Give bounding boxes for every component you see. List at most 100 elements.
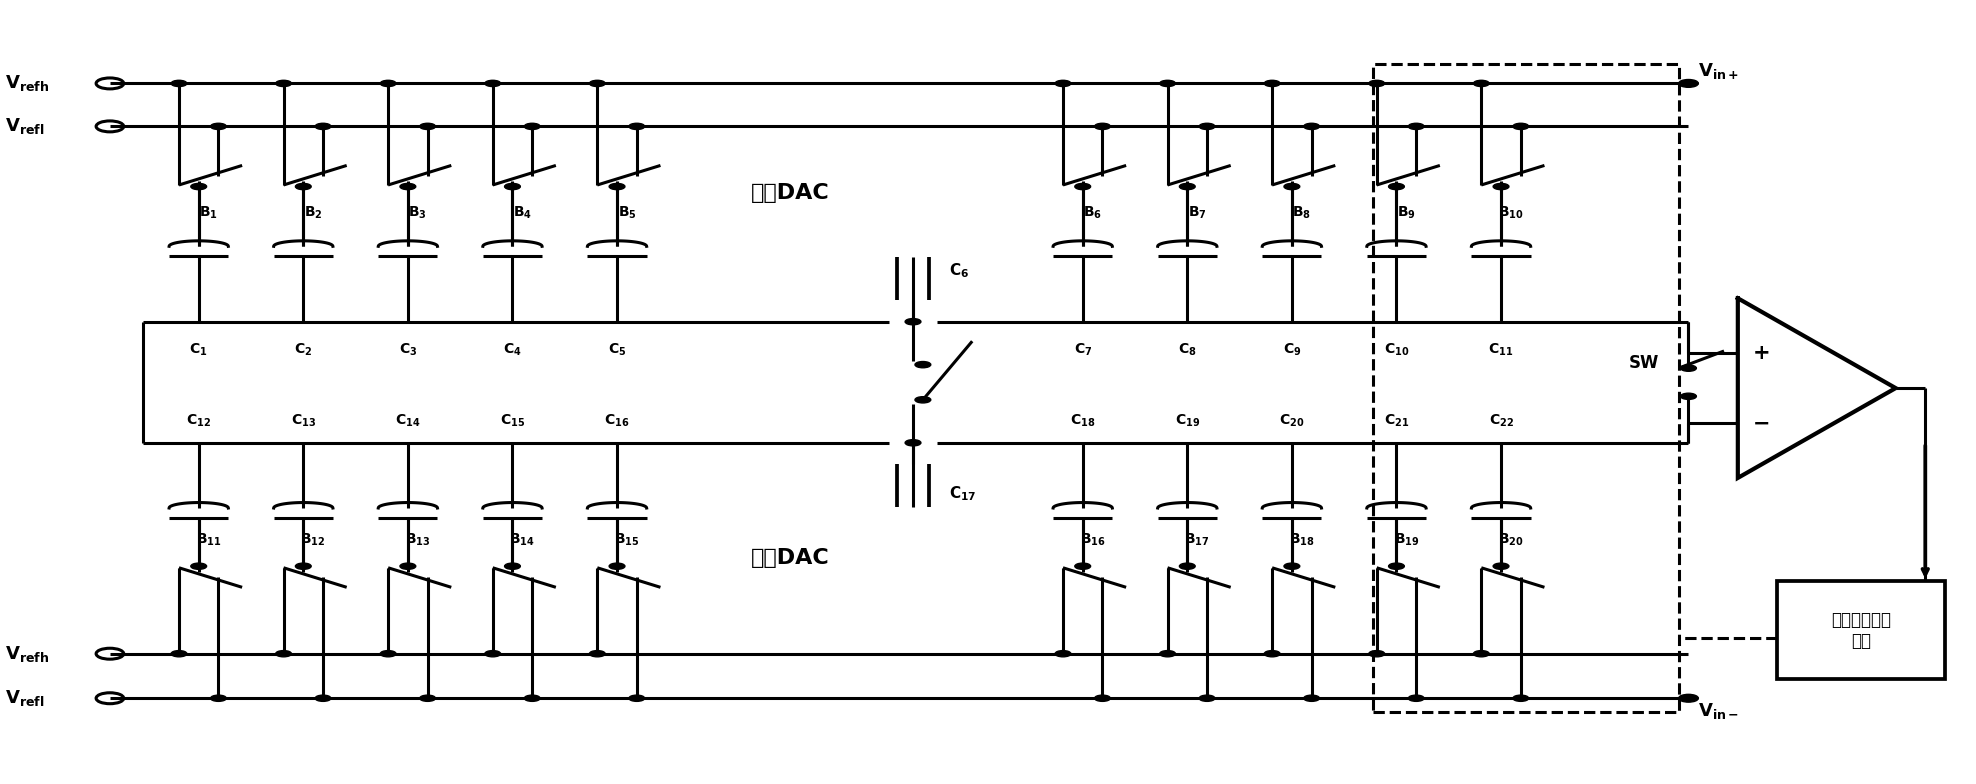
Circle shape xyxy=(589,80,605,86)
Text: $\mathbf{C_{15}}$: $\mathbf{C_{15}}$ xyxy=(500,412,526,429)
Circle shape xyxy=(609,563,624,569)
Text: $\mathbf{B_{20}}$: $\mathbf{B_{20}}$ xyxy=(1498,532,1523,548)
Text: SW: SW xyxy=(1628,354,1660,372)
Circle shape xyxy=(1409,695,1425,702)
Text: $\mathbf{B_{15}}$: $\mathbf{B_{15}}$ xyxy=(615,532,640,548)
Text: $\mathbf{C_3}$: $\mathbf{C_3}$ xyxy=(399,341,417,358)
Text: $\mathbf{C_{22}}$: $\mathbf{C_{22}}$ xyxy=(1488,412,1514,429)
Circle shape xyxy=(1409,123,1425,129)
Text: $\mathbf{B_{18}}$: $\mathbf{B_{18}}$ xyxy=(1288,532,1314,548)
Text: $\mathbf{C_2}$: $\mathbf{C_2}$ xyxy=(294,341,312,358)
Circle shape xyxy=(1514,695,1529,702)
Circle shape xyxy=(379,651,395,657)
Circle shape xyxy=(1055,80,1071,86)
Circle shape xyxy=(1389,183,1405,190)
Text: $\mathbf{C_6}$: $\mathbf{C_6}$ xyxy=(948,262,968,280)
Circle shape xyxy=(915,361,931,368)
Circle shape xyxy=(1095,123,1111,129)
Circle shape xyxy=(484,651,500,657)
Text: $\mathbf{V_{in-}}$: $\mathbf{V_{in-}}$ xyxy=(1697,701,1739,720)
Bar xyxy=(1776,582,1944,679)
Circle shape xyxy=(609,183,624,190)
Circle shape xyxy=(905,318,921,325)
Circle shape xyxy=(1160,80,1176,86)
Text: $\mathbf{B_{12}}$: $\mathbf{B_{12}}$ xyxy=(300,532,326,548)
Circle shape xyxy=(1494,563,1510,569)
Circle shape xyxy=(1682,393,1695,399)
Circle shape xyxy=(1369,651,1385,657)
Circle shape xyxy=(1055,651,1071,657)
Text: $\mathbf{B_2}$: $\mathbf{B_2}$ xyxy=(304,205,322,221)
Text: $\mathbf{B_{19}}$: $\mathbf{B_{19}}$ xyxy=(1393,532,1419,548)
Circle shape xyxy=(192,563,207,569)
Circle shape xyxy=(1284,183,1300,190)
Text: $\mathbf{C_{10}}$: $\mathbf{C_{10}}$ xyxy=(1383,341,1409,358)
Text: $\mathbf{B_5}$: $\mathbf{B_5}$ xyxy=(618,205,636,221)
Text: 负端DAC: 负端DAC xyxy=(751,548,830,568)
Circle shape xyxy=(1095,695,1111,702)
Text: $\mathbf{B_{14}}$: $\mathbf{B_{14}}$ xyxy=(510,532,535,548)
Circle shape xyxy=(1265,651,1280,657)
Text: $\mathbf{B_7}$: $\mathbf{B_7}$ xyxy=(1188,205,1207,221)
Text: $\mathbf{C_5}$: $\mathbf{C_5}$ xyxy=(609,341,626,358)
Circle shape xyxy=(484,80,500,86)
Circle shape xyxy=(628,695,644,702)
Circle shape xyxy=(1682,365,1695,372)
Text: $\mathbf{V_{refl}}$: $\mathbf{V_{refl}}$ xyxy=(6,688,45,708)
Text: 正端DAC: 正端DAC xyxy=(751,183,830,203)
Text: $\mathbf{B_1}$: $\mathbf{B_1}$ xyxy=(200,205,217,221)
Text: $\mathbf{C_{11}}$: $\mathbf{C_{11}}$ xyxy=(1488,341,1514,358)
Circle shape xyxy=(379,80,395,86)
Circle shape xyxy=(1474,80,1490,86)
Text: $\mathbf{C_{14}}$: $\mathbf{C_{14}}$ xyxy=(395,412,421,429)
Circle shape xyxy=(1369,80,1385,86)
Circle shape xyxy=(294,563,310,569)
Circle shape xyxy=(314,123,330,129)
Text: $\mathbf{V_{refh}}$: $\mathbf{V_{refh}}$ xyxy=(6,644,49,664)
Circle shape xyxy=(915,397,931,403)
Circle shape xyxy=(524,695,539,702)
Text: $\mathbf{V_{refh}}$: $\mathbf{V_{refh}}$ xyxy=(6,74,49,93)
Circle shape xyxy=(1199,123,1215,129)
Circle shape xyxy=(1075,563,1091,569)
Circle shape xyxy=(419,695,435,702)
Circle shape xyxy=(1494,183,1510,190)
Circle shape xyxy=(399,563,415,569)
Text: $\mathbf{B_{13}}$: $\mathbf{B_{13}}$ xyxy=(405,532,431,548)
Text: $\mathbf{C_7}$: $\mathbf{C_7}$ xyxy=(1073,341,1093,358)
Circle shape xyxy=(1160,651,1176,657)
Circle shape xyxy=(1680,79,1697,87)
Text: $\mathbf{C_{16}}$: $\mathbf{C_{16}}$ xyxy=(605,412,630,429)
Circle shape xyxy=(1075,183,1091,190)
Circle shape xyxy=(1474,651,1490,657)
Text: $\mathbf{C_{13}}$: $\mathbf{C_{13}}$ xyxy=(290,412,316,429)
Text: $\mathbf{V_{refl}}$: $\mathbf{V_{refl}}$ xyxy=(6,116,45,136)
Text: $\mathbf{C_{12}}$: $\mathbf{C_{12}}$ xyxy=(186,412,211,429)
Bar xyxy=(1373,64,1680,713)
Circle shape xyxy=(1284,563,1300,569)
Circle shape xyxy=(504,563,520,569)
Circle shape xyxy=(1180,183,1195,190)
Text: $\mathbf{C_4}$: $\mathbf{C_4}$ xyxy=(504,341,522,358)
Circle shape xyxy=(1304,695,1320,702)
Text: 逐次逼近控制
逻辑: 逐次逼近控制 逻辑 xyxy=(1832,611,1891,650)
Circle shape xyxy=(192,183,207,190)
Circle shape xyxy=(1199,695,1215,702)
Circle shape xyxy=(1514,123,1529,129)
Text: $\mathbf{B_{10}}$: $\mathbf{B_{10}}$ xyxy=(1498,205,1523,221)
Text: $\mathbf{C_1}$: $\mathbf{C_1}$ xyxy=(190,341,207,358)
Circle shape xyxy=(314,695,330,702)
Text: $\mathbf{C_9}$: $\mathbf{C_9}$ xyxy=(1282,341,1300,358)
Circle shape xyxy=(524,123,539,129)
Circle shape xyxy=(1180,563,1195,569)
Circle shape xyxy=(1389,563,1405,569)
Circle shape xyxy=(628,123,644,129)
Text: $\mathbf{C_{19}}$: $\mathbf{C_{19}}$ xyxy=(1174,412,1199,429)
Text: $\mathbf{B_{11}}$: $\mathbf{B_{11}}$ xyxy=(196,532,221,548)
Text: $\mathbf{C_{17}}$: $\mathbf{C_{17}}$ xyxy=(948,485,976,503)
Text: $\mathbf{C_{21}}$: $\mathbf{C_{21}}$ xyxy=(1383,412,1409,429)
Circle shape xyxy=(211,695,227,702)
Circle shape xyxy=(905,440,921,446)
Circle shape xyxy=(211,123,227,129)
Circle shape xyxy=(277,80,290,86)
